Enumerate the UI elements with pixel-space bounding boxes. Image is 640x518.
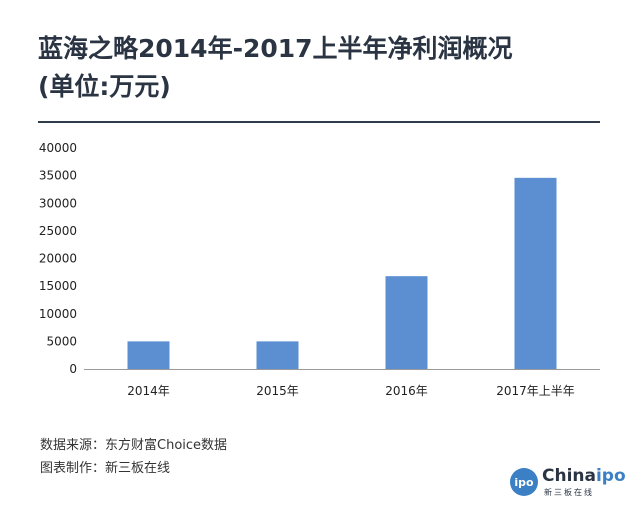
x-tick-label: 2014年 [127,384,170,398]
y-tick-label: 0 [69,362,77,376]
y-tick-label: 20000 [39,252,77,266]
y-tick-label: 25000 [39,224,77,238]
y-tick-label: 5000 [46,334,77,348]
x-tick-label: 2015年 [256,384,299,398]
title-divider [38,121,600,123]
y-tick-label: 10000 [39,307,77,321]
y-tick-label: 35000 [39,169,77,183]
logo-subtitle: 新三板在线 [544,488,594,497]
logo-name-prefix: China [542,466,596,486]
y-tick-label: 30000 [39,196,77,210]
x-tick-label: 2017年上半年 [496,384,575,398]
y-tick-label: 15000 [39,279,77,293]
source-block: 数据来源：东方财富Choice数据 图表制作：新三板在线 [40,434,227,480]
y-tick-label: 40000 [39,141,77,155]
logo-circle-icon: ipo [510,468,538,496]
chart-title-block: 蓝海之略2014年-2017上半年净利润概况 (单位:万元) [38,30,513,106]
logo-name: Chinaipo [542,466,626,486]
bar [127,341,170,369]
bar [256,341,299,369]
x-tick-label: 2016年 [385,384,428,398]
bar [385,276,428,369]
data-source-text: 数据来源：东方财富Choice数据 [40,438,228,453]
chart-title: 蓝海之略2014年-2017上半年净利润概况 [38,34,513,63]
chart-unit-label: (单位:万元) [38,72,171,101]
bar [514,177,557,369]
chinaipo-logo: ipo Chinaipo 新三板在线 [510,466,626,500]
chart-maker-text: 图表制作：新三板在线 [40,461,171,476]
logo-name-accent: ipo [595,466,626,486]
